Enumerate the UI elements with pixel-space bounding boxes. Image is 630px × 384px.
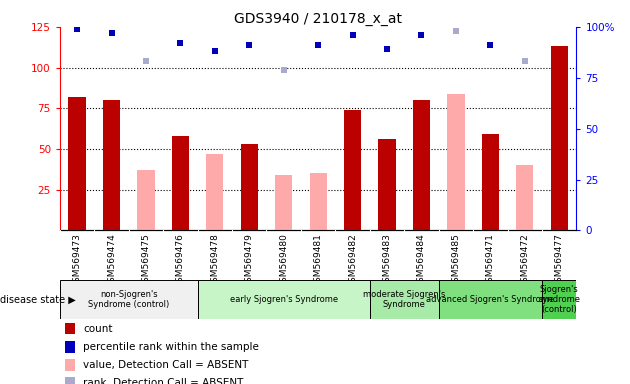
Bar — [172, 136, 189, 230]
Bar — [413, 100, 430, 230]
Text: moderate Sjogren's
Syndrome: moderate Sjogren's Syndrome — [363, 290, 445, 309]
Bar — [516, 165, 534, 230]
Bar — [65, 377, 76, 384]
Text: GSM569472: GSM569472 — [520, 233, 529, 288]
Text: GSM569483: GSM569483 — [382, 233, 391, 288]
Text: GSM569474: GSM569474 — [107, 233, 116, 288]
Bar — [309, 174, 327, 230]
Bar — [344, 110, 361, 230]
Text: GSM569479: GSM569479 — [245, 233, 254, 288]
Bar — [65, 359, 76, 371]
Text: GSM569478: GSM569478 — [210, 233, 219, 288]
Text: count: count — [83, 323, 113, 334]
Text: value, Detection Call = ABSENT: value, Detection Call = ABSENT — [83, 360, 248, 370]
Bar — [198, 280, 370, 319]
Text: rank, Detection Call = ABSENT: rank, Detection Call = ABSENT — [83, 378, 243, 384]
Bar — [275, 175, 292, 230]
Text: GSM569485: GSM569485 — [452, 233, 461, 288]
Text: GSM569477: GSM569477 — [555, 233, 564, 288]
Bar — [447, 94, 464, 230]
Text: advanced Sjogren's Syndrome: advanced Sjogren's Syndrome — [427, 295, 554, 304]
Bar — [65, 323, 76, 334]
Text: GSM569473: GSM569473 — [72, 233, 81, 288]
Bar — [241, 144, 258, 230]
Text: non-Sjogren's
Syndrome (control): non-Sjogren's Syndrome (control) — [88, 290, 169, 309]
Text: disease state ▶: disease state ▶ — [0, 295, 76, 305]
Bar — [370, 280, 438, 319]
Bar — [65, 341, 76, 353]
Text: GSM569480: GSM569480 — [279, 233, 288, 288]
Text: early Sjogren's Syndrome: early Sjogren's Syndrome — [230, 295, 338, 304]
Bar — [69, 97, 86, 230]
Bar — [137, 170, 154, 230]
Text: GSM569484: GSM569484 — [417, 233, 426, 288]
Bar — [438, 280, 542, 319]
Bar — [60, 280, 198, 319]
Bar — [542, 280, 576, 319]
Text: GSM569482: GSM569482 — [348, 233, 357, 288]
Bar — [206, 154, 224, 230]
Text: GSM569471: GSM569471 — [486, 233, 495, 288]
Text: GSM569476: GSM569476 — [176, 233, 185, 288]
Text: Sjogren's
syndrome
(control): Sjogren's syndrome (control) — [538, 285, 580, 314]
Bar — [103, 100, 120, 230]
Bar — [482, 134, 499, 230]
Bar — [379, 139, 396, 230]
Text: GSM569475: GSM569475 — [142, 233, 151, 288]
Title: GDS3940 / 210178_x_at: GDS3940 / 210178_x_at — [234, 12, 402, 26]
Text: GSM569481: GSM569481 — [314, 233, 323, 288]
Bar — [551, 46, 568, 230]
Text: percentile rank within the sample: percentile rank within the sample — [83, 342, 259, 352]
